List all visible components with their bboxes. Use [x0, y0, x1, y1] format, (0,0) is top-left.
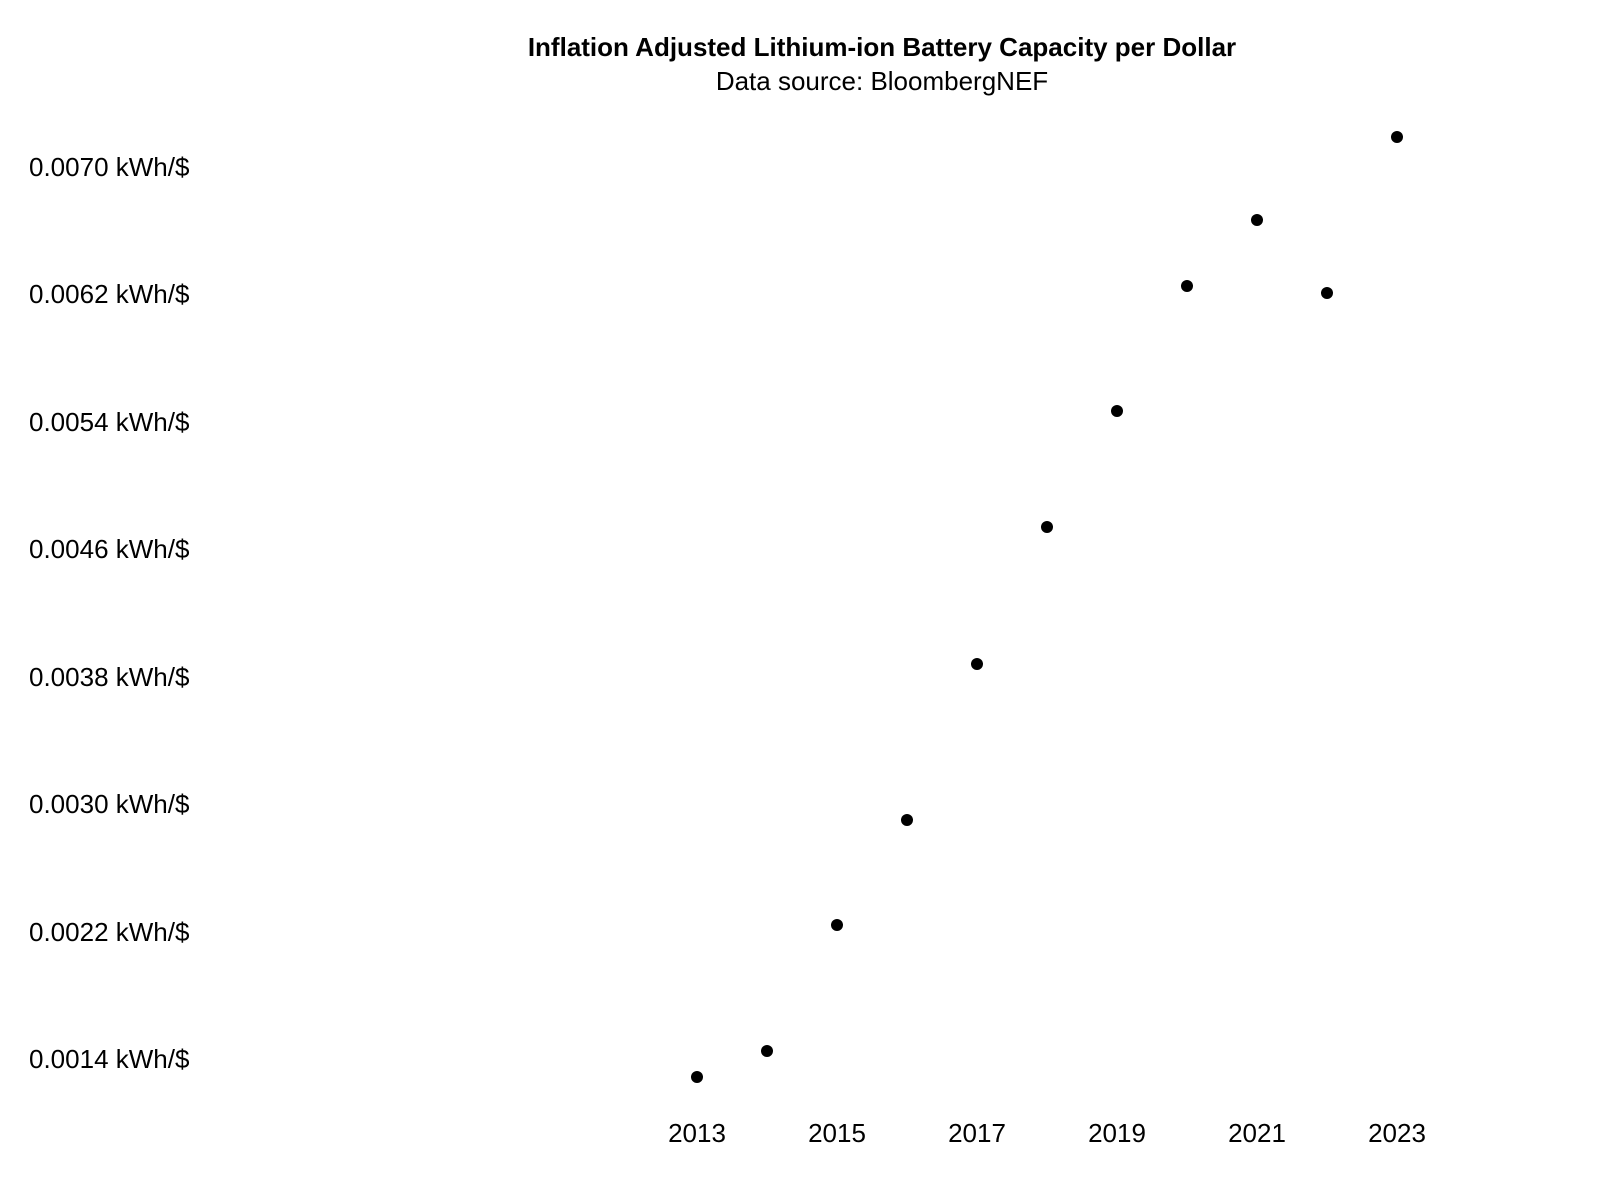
chart-subtitle: Data source: BloombergNEF	[715, 66, 1049, 96]
x-tick-label: 2017	[948, 1118, 1006, 1148]
data-point	[1251, 213, 1263, 226]
y-tick-label: 0.0070 kWh/$	[29, 152, 190, 182]
y-tick-label: 0.0054 kWh/$	[29, 406, 190, 437]
x-tick-label: 2023	[1368, 1118, 1426, 1148]
data-point	[1321, 286, 1333, 299]
data-point	[691, 1070, 703, 1083]
y-tick-label: 0.0038 kWh/$	[29, 661, 190, 692]
x-tick-label: 2019	[1088, 1118, 1146, 1148]
x-tick-label: 2013	[668, 1118, 726, 1148]
data-point	[1111, 404, 1123, 417]
y-tick-label: 0.0022 kWh/$	[29, 916, 190, 947]
data-point	[1391, 130, 1403, 143]
data-point	[1041, 521, 1053, 534]
data-point	[761, 1045, 773, 1058]
data-point	[901, 814, 913, 827]
data-point	[1181, 280, 1193, 293]
y-tick-label: 0.0046 kWh/$	[29, 534, 190, 565]
y-tick-label: 0.0014 kWh/$	[29, 1044, 190, 1075]
x-tick-label: 2021	[1228, 1118, 1286, 1148]
y-tick-label: 0.0062 kWh/$	[29, 279, 190, 310]
chart-title: Inflation Adjusted Lithium-ion Battery C…	[527, 32, 1237, 62]
x-tick-label: 2015	[808, 1118, 866, 1148]
data-point	[971, 658, 983, 671]
y-tick-label: 0.0030 kWh/$	[29, 789, 190, 820]
data-point	[831, 919, 843, 932]
